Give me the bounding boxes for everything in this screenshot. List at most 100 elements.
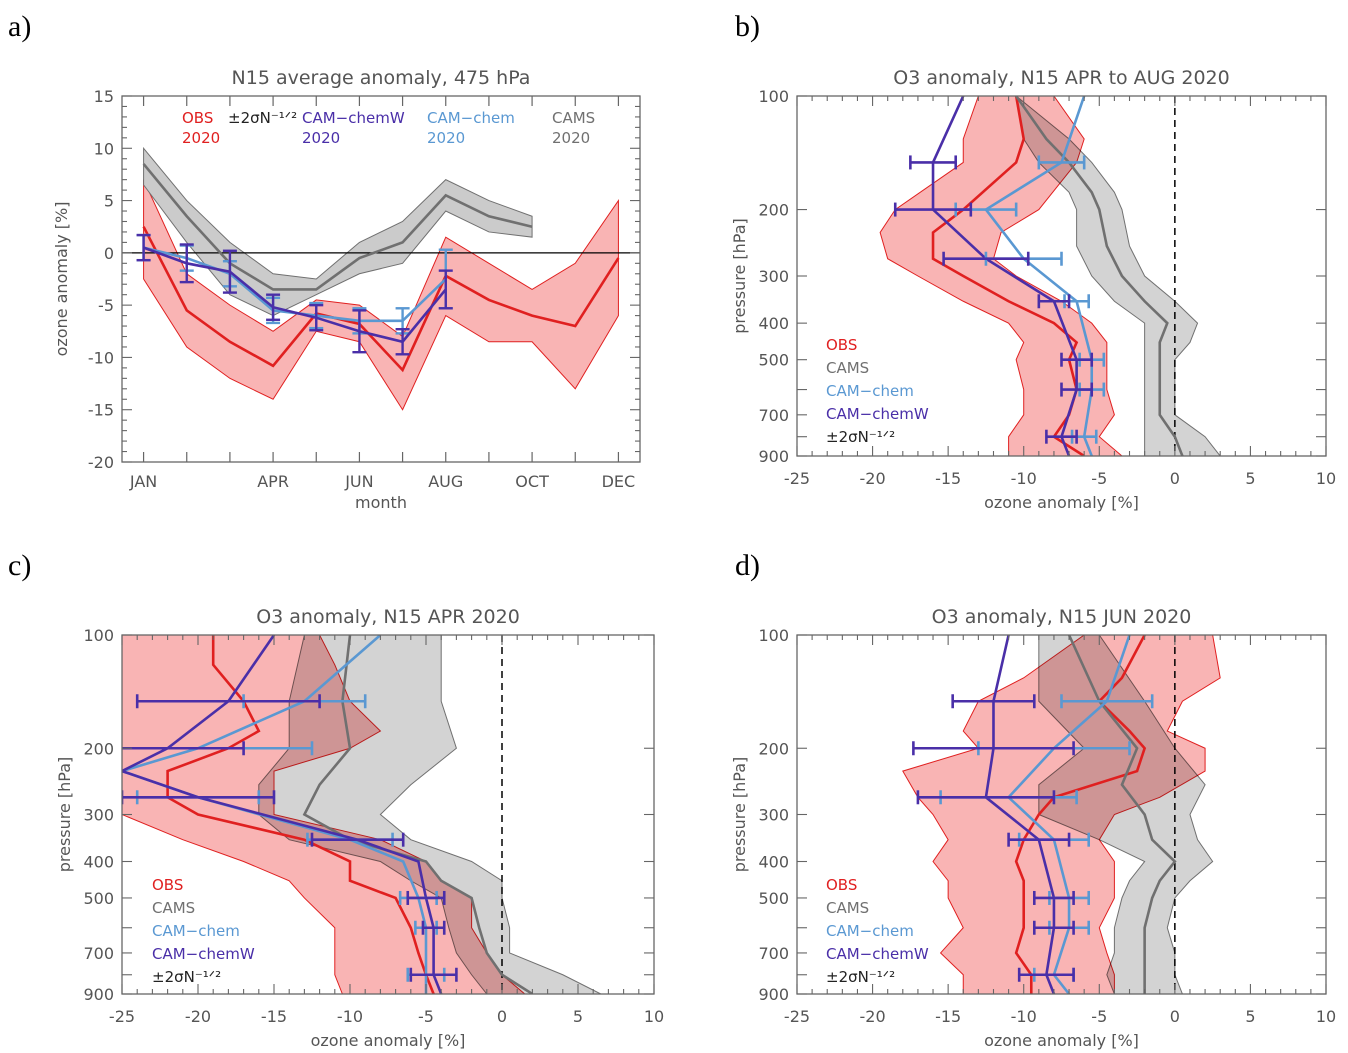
- legend-note: ±2σN⁻¹ᐟ²: [826, 428, 895, 446]
- y-tick-label: -20: [88, 453, 114, 472]
- y-axis-label: pressure [hPa]: [730, 218, 749, 334]
- y-tick-label: 500: [758, 889, 789, 908]
- x-tick-label: -25: [784, 469, 810, 488]
- panel-title: O3 anomaly, N15 APR to AUG 2020: [893, 67, 1229, 89]
- y-tick-label: 700: [758, 406, 789, 425]
- y-tick-label: 300: [758, 806, 789, 825]
- plot-area: [122, 635, 602, 994]
- legend-obs: OBS: [826, 876, 857, 894]
- x-tick-label: AUG: [428, 472, 463, 491]
- x-tick-label: 10: [1316, 1007, 1336, 1026]
- y-tick-label: -10: [88, 348, 114, 367]
- x-tick-label: -5: [418, 1007, 434, 1026]
- obs-band: [143, 179, 619, 411]
- panel-c: c) O3 anomaly, N15 APR 2020 -25 -20 -15 -10 -5…: [8, 549, 664, 1050]
- y-tick-label: 400: [758, 853, 789, 872]
- cams-line: [1067, 635, 1177, 994]
- y-tick-label: 200: [758, 201, 789, 220]
- legend-camchem: CAM−chem: [826, 382, 914, 400]
- y-tick-label: 400: [83, 853, 114, 872]
- panel-title: N15 average anomaly, 475 hPa: [232, 67, 531, 89]
- panel-letter: c): [8, 549, 31, 582]
- x-tick-label: -20: [860, 1007, 886, 1026]
- y-tick-label: 100: [758, 626, 789, 645]
- plot-area: [902, 635, 1221, 994]
- x-tick-label: JUN: [344, 472, 373, 491]
- legend-obs-name: OBS: [182, 109, 213, 127]
- panel-a: a) N15 average anomaly, 475 hPa JAN APR JUN A…: [8, 10, 641, 512]
- x-tick-label: 5: [1245, 1007, 1255, 1026]
- legend-camchemw-name: CAM−chemW: [302, 109, 405, 127]
- x-axis-label: month: [355, 493, 407, 512]
- x-tick-label: APR: [257, 472, 289, 491]
- y-tick-label: 100: [758, 87, 789, 106]
- cams-band: [1015, 96, 1221, 456]
- y-tick-label: 5: [104, 192, 114, 211]
- panel-letter: a): [8, 10, 31, 43]
- x-tick-label: OCT: [515, 472, 549, 491]
- y-tick-label: 900: [758, 447, 789, 466]
- y-tick-label: 900: [83, 985, 114, 1004]
- obs-line: [1014, 635, 1147, 994]
- x-axis-label: ozone anomaly [%]: [984, 493, 1139, 512]
- obs-band: [879, 96, 1123, 456]
- legend-cams-year: 2020: [552, 129, 590, 147]
- legend-camchemw: CAM−chemW: [826, 945, 929, 963]
- x-tick-label: -10: [337, 1007, 363, 1026]
- x-tick-label: 5: [573, 1007, 583, 1026]
- y-tick-label: 15: [94, 87, 114, 106]
- legend-obs: OBS: [826, 336, 857, 354]
- panel-title: O3 anomaly, N15 APR 2020: [256, 606, 520, 628]
- legend-cams-name: CAMS: [552, 109, 595, 127]
- legend-cams: CAMS: [152, 899, 195, 917]
- y-tick-label: 500: [83, 889, 114, 908]
- panel-d: d) O3 anomaly, N15 JUN 2020 -25 -20 -15 -10 -5…: [730, 549, 1336, 1050]
- plot-frame: [121, 95, 641, 463]
- y-tick-label: 900: [758, 985, 789, 1004]
- y-tick-label: 700: [758, 944, 789, 963]
- y-axis-label: pressure [hPa]: [55, 757, 74, 873]
- x-tick-label: -15: [935, 469, 961, 488]
- legend-cams: CAMS: [826, 359, 869, 377]
- legend-camchem-name: CAM−chem: [427, 109, 515, 127]
- x-tick-label: 10: [1316, 469, 1336, 488]
- y-tick-label: 700: [83, 944, 114, 963]
- y-tick-label: 200: [758, 739, 789, 758]
- x-tick-label: -10: [1011, 1007, 1037, 1026]
- x-tick-label: -5: [1091, 1007, 1107, 1026]
- camchemw-line: [143, 246, 447, 344]
- legend-cams: CAMS: [826, 899, 869, 917]
- obs-line: [142, 226, 620, 373]
- cams-line: [142, 163, 533, 291]
- x-tick-label: -10: [1011, 469, 1037, 488]
- y-tick-label: 400: [758, 314, 789, 333]
- panel-letter: b): [735, 10, 760, 43]
- x-tick-label: -20: [860, 469, 886, 488]
- x-tick-label: 0: [1170, 1007, 1180, 1026]
- x-tick-label: -20: [185, 1007, 211, 1026]
- x-tick-label: -25: [784, 1007, 810, 1026]
- y-tick-label: -5: [98, 296, 114, 315]
- x-tick-label: DEC: [602, 472, 636, 491]
- y-tick-label: 0: [104, 244, 114, 263]
- legend-camchemw-year: 2020: [302, 129, 340, 147]
- legend-camchem-year: 2020: [427, 129, 465, 147]
- x-tick-label: 0: [1170, 469, 1180, 488]
- y-axis-label: ozone anomaly [%]: [52, 202, 71, 357]
- legend-obs: OBS: [152, 876, 183, 894]
- plot-area: [122, 146, 640, 411]
- x-tick-label: 0: [497, 1007, 507, 1026]
- x-axis-label: ozone anomaly [%]: [311, 1031, 466, 1050]
- panel-b: b) O3 anomaly, N15 APR to AUG 2020 -25 -20 -…: [730, 10, 1336, 512]
- y-tick-label: 300: [83, 806, 114, 825]
- panel-title: O3 anomaly, N15 JUN 2020: [932, 606, 1192, 628]
- x-tick-label: -15: [935, 1007, 961, 1026]
- y-tick-label: 200: [83, 739, 114, 758]
- x-tick-label: -5: [1091, 469, 1107, 488]
- obs-line: [166, 635, 435, 994]
- cams-line: [302, 635, 534, 994]
- legend-camchem: CAM−chem: [152, 922, 240, 940]
- cams-band: [143, 146, 533, 317]
- y-axis-label: pressure [hPa]: [730, 757, 749, 873]
